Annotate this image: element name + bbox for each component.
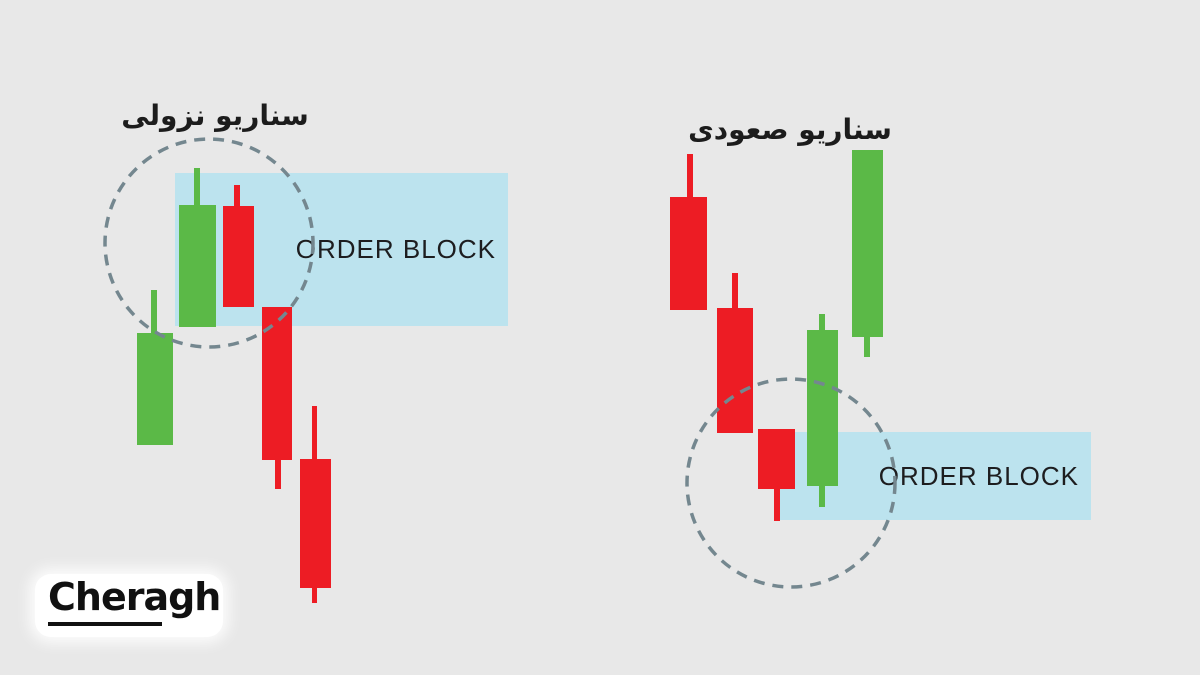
bearish-order-block-label: ORDER BLOCK [295,234,496,264]
cheragh-logo-underline [48,622,162,626]
bearish-candle-wick [774,487,780,521]
bullish-candle-body [852,150,883,337]
bearish-candle-wick [275,458,281,489]
bullish-candle-wick [819,484,825,507]
bearish-candle-wick [234,185,240,208]
dashed-circle [103,137,315,349]
bullish-candle-body [137,333,173,445]
bullish-scenario-title: سناریو صعودی [688,113,892,147]
bearish-candle-body [670,197,707,310]
dashed-circle [685,377,897,589]
bullish-candle-wick [864,335,870,357]
bullish-order-block: ORDER BLOCK [779,432,1091,520]
bearish-scenario-title: سناریو نزولی [121,99,309,133]
bullish-candle-wick [819,314,825,332]
bearish-candle-wick [312,586,317,603]
bearish-order-block: ORDER BLOCK [175,173,508,326]
bearish-candle-body [300,459,331,588]
bullish-order-block-label: ORDER BLOCK [878,460,1079,491]
bearish-candle-wick [687,154,693,199]
cheragh-logo-text: Cheragh [48,575,221,619]
bullish-candle-body [179,205,216,327]
bullish-candle-wick [151,290,157,335]
bullish-candle-wick [194,168,200,207]
bullish-candle-body [807,330,838,486]
bearish-candle-body [223,206,254,307]
bearish-candle-body [717,308,753,433]
bearish-candle-wick [732,273,738,310]
cheragh-logo: Cheragh [35,574,223,637]
bearish-candle-body [262,307,292,460]
bearish-candle-wick [312,406,317,461]
bearish-candle-body [758,429,795,489]
